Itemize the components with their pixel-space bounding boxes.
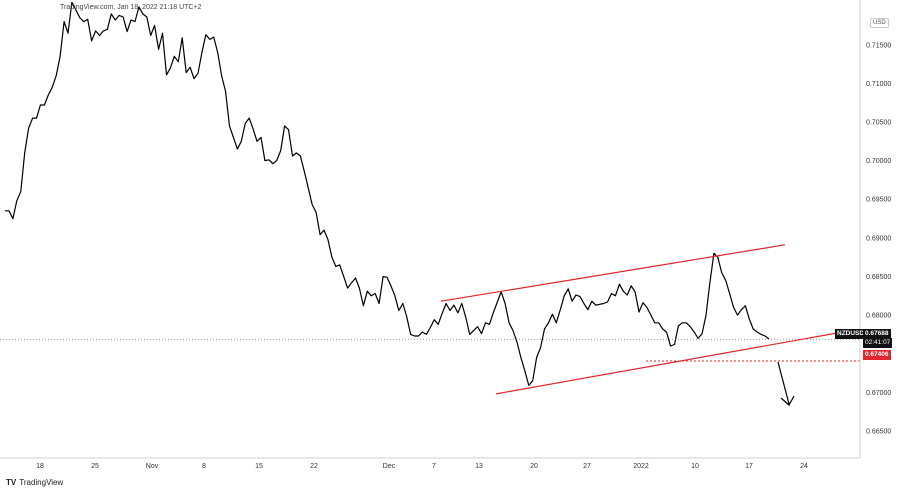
y-tick-label: 0.68500	[866, 274, 891, 281]
y-tick-label: 0.69500	[866, 197, 891, 204]
tradingview-logo-icon: TV	[6, 478, 17, 487]
symbol-tag: NZDUSD	[835, 329, 867, 339]
price-series-line	[5, 1, 770, 386]
currency-label[interactable]: USD	[870, 18, 889, 28]
y-tick-label: 0.71500	[866, 42, 891, 49]
countdown-tag: 02:41:07	[863, 338, 893, 348]
x-tick-label: 13	[475, 463, 483, 470]
price-axis: 0.71500 0.71000 0.70500 0.70000 0.69500 0.690…	[859, 0, 891, 458]
x-tick-label: 17	[745, 463, 753, 470]
y-tick-label: 0.66500	[866, 428, 891, 435]
y-tick-label: 0.70500	[866, 120, 891, 127]
x-tick-label: 7	[432, 463, 436, 470]
y-tick-label: 0.68000	[866, 313, 891, 320]
x-tick-label: 24	[800, 463, 808, 470]
x-tick-label: 15	[255, 463, 263, 470]
last-price-tag: 0.67688	[863, 329, 891, 339]
x-tick-label: 22	[310, 463, 318, 470]
channel-lower-line	[495, 332, 839, 395]
brand-label: TradingView	[19, 478, 64, 487]
x-tick-label: 2022	[633, 463, 649, 470]
y-tick-label: 0.69000	[866, 235, 891, 242]
chart-title: TradingView.com, Jan 18, 2022 21:18 UTC+…	[60, 4, 202, 11]
support-level-tag: 0.67406	[863, 350, 891, 360]
x-tick-label: 8	[202, 463, 206, 470]
y-tick-label: 0.71000	[866, 81, 891, 88]
down-arrow-shaft	[777, 361, 790, 405]
time-axis: 18 25 Nov 8 15 22 Dec 7 13 20 27 2022 10 17 24	[0, 457, 860, 470]
y-tick-label: 0.67000	[866, 390, 891, 397]
down-arrow-head	[780, 395, 795, 406]
x-tick-label: 18	[36, 463, 44, 470]
channel-upper-line	[440, 244, 786, 302]
brand[interactable]: TV TradingView	[6, 478, 63, 487]
x-tick-label: Dec	[383, 463, 396, 470]
y-tick-label: 0.70000	[866, 158, 891, 165]
x-tick-label: 20	[530, 463, 538, 470]
x-tick-label: 25	[91, 463, 99, 470]
x-tick-label: Nov	[146, 463, 159, 470]
x-tick-label: 10	[691, 463, 699, 470]
x-tick-label: 27	[583, 463, 591, 470]
plot-area	[0, 1, 860, 406]
